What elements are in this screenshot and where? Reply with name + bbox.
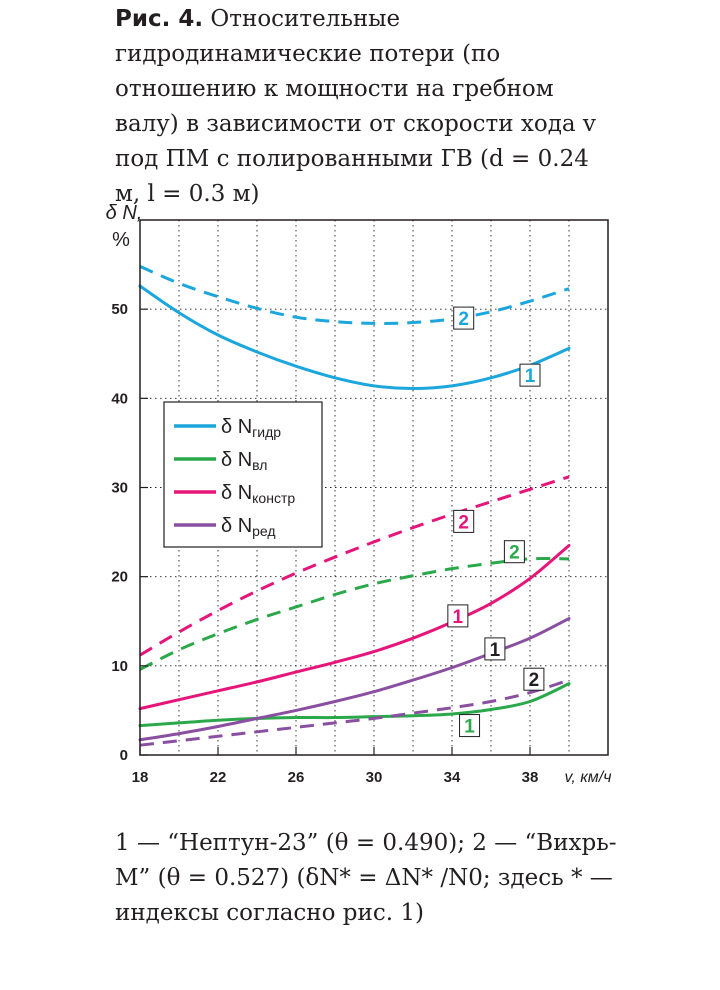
curve-label-box bbox=[519, 363, 541, 387]
x-tick-label: 18 bbox=[132, 769, 149, 786]
y-tick-label: 10 bbox=[111, 658, 128, 675]
series-vl-2-line bbox=[139, 557, 570, 671]
curve-label-number: 1 bbox=[490, 640, 501, 661]
curve-label-number: 2 bbox=[529, 670, 540, 691]
x-tick-label: 30 bbox=[366, 769, 383, 786]
series-konstr-2-line bbox=[139, 475, 570, 657]
legend: δ Nгидр δ Nвл δ Nконстр δ Nред bbox=[163, 401, 323, 548]
x-tick-label: 26 bbox=[288, 769, 305, 786]
y-tick-label: 30 bbox=[111, 480, 128, 497]
y-tick-label: 20 bbox=[111, 569, 128, 586]
legend-label-vl: δ Nвл bbox=[221, 449, 267, 473]
caption-text: Относительные гидродинамические потери (… bbox=[115, 6, 596, 207]
legend-label-red: δ Nред bbox=[221, 515, 276, 539]
curve-label-box bbox=[503, 540, 525, 564]
curve-label-box bbox=[484, 637, 506, 661]
y-tick-label: 50 bbox=[111, 301, 128, 318]
series-vl-1-line bbox=[138, 682, 571, 728]
curve-label-box bbox=[453, 306, 475, 330]
y-tick-label: 0 bbox=[120, 747, 128, 764]
x-tick-label: 22 bbox=[210, 769, 227, 786]
curve-label-box bbox=[523, 667, 545, 691]
curve-layer bbox=[138, 264, 571, 747]
curve-label-number: 1 bbox=[464, 717, 475, 738]
figure-footnote: 1 — “Нептун-23” (θ = 0.490); 2 — “Вихрь-… bbox=[115, 830, 617, 926]
legend-label-konstr: δ Nконстр bbox=[221, 482, 295, 506]
y-axis-label-line1: δ N, bbox=[106, 202, 143, 224]
annotation-layer: 2 1 2 2 1 1 2 1 bbox=[447, 306, 545, 738]
x-axis-label: v, км/ч bbox=[565, 769, 612, 786]
y-axis-label-line2: % bbox=[112, 229, 130, 251]
series-gidr-1-line bbox=[138, 284, 571, 391]
y-axis-label: δ N,% bbox=[106, 202, 143, 251]
curve-label-box bbox=[453, 509, 475, 533]
figure-caption: Рис. 4. Относительные гидродинамические … bbox=[115, 2, 615, 212]
curve-label-box bbox=[459, 714, 481, 738]
curve-label-number: 1 bbox=[453, 607, 464, 628]
curve-label-number: 2 bbox=[458, 512, 469, 533]
series-red-2-line bbox=[139, 678, 570, 747]
x-axis-label-text: v, км/ч bbox=[565, 769, 612, 786]
legend-label-gidr: δ Nгидр bbox=[221, 416, 281, 440]
y-tick-label: 40 bbox=[111, 390, 128, 407]
x-tick-label: 38 bbox=[522, 769, 539, 786]
curve-label-number: 2 bbox=[458, 309, 469, 330]
curve-label-box bbox=[447, 604, 469, 628]
series-konstr-1-line bbox=[138, 543, 571, 711]
x-tick-label: 34 bbox=[444, 769, 461, 786]
series-gidr-2-line bbox=[139, 264, 570, 325]
curve-label-number: 2 bbox=[509, 543, 520, 564]
figure-label: Рис. 4. bbox=[115, 6, 204, 32]
curve-label-number: 1 bbox=[525, 366, 536, 387]
